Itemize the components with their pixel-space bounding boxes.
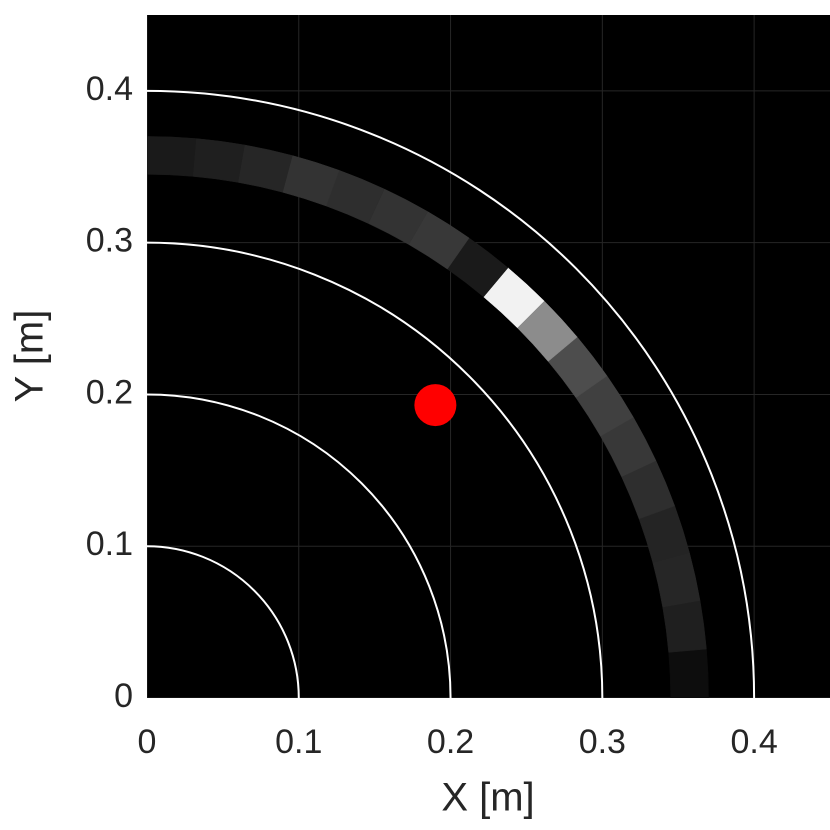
band-segment: [147, 136, 197, 177]
reference-circle: [147, 393, 452, 698]
y-tick-label: 0: [114, 677, 133, 715]
y-axis-label: Y [m]: [8, 310, 52, 403]
y-tick-label: 0.1: [86, 525, 133, 563]
band-segment: [668, 648, 709, 698]
plot-layer: [147, 15, 830, 698]
x-tick-label: 0.1: [275, 723, 322, 761]
plot-area: [147, 15, 830, 698]
point-marker: [414, 384, 457, 427]
band-segment: [662, 600, 707, 653]
reference-circle: [147, 545, 300, 698]
reference-circle: [147, 89, 756, 698]
reference-circle: [147, 241, 604, 698]
x-axis-label: X [m]: [441, 776, 534, 820]
x-tick-label: 0: [138, 723, 157, 761]
y-tick-label: 0.2: [86, 373, 133, 411]
x-tick-label: 0.2: [427, 723, 474, 761]
y-tick-label: 0.3: [86, 222, 133, 260]
y-tick-label: 0.4: [86, 70, 133, 108]
x-tick-label: 0.4: [730, 723, 777, 761]
band-segment: [192, 138, 245, 183]
x-tick-label: 0.3: [579, 723, 626, 761]
